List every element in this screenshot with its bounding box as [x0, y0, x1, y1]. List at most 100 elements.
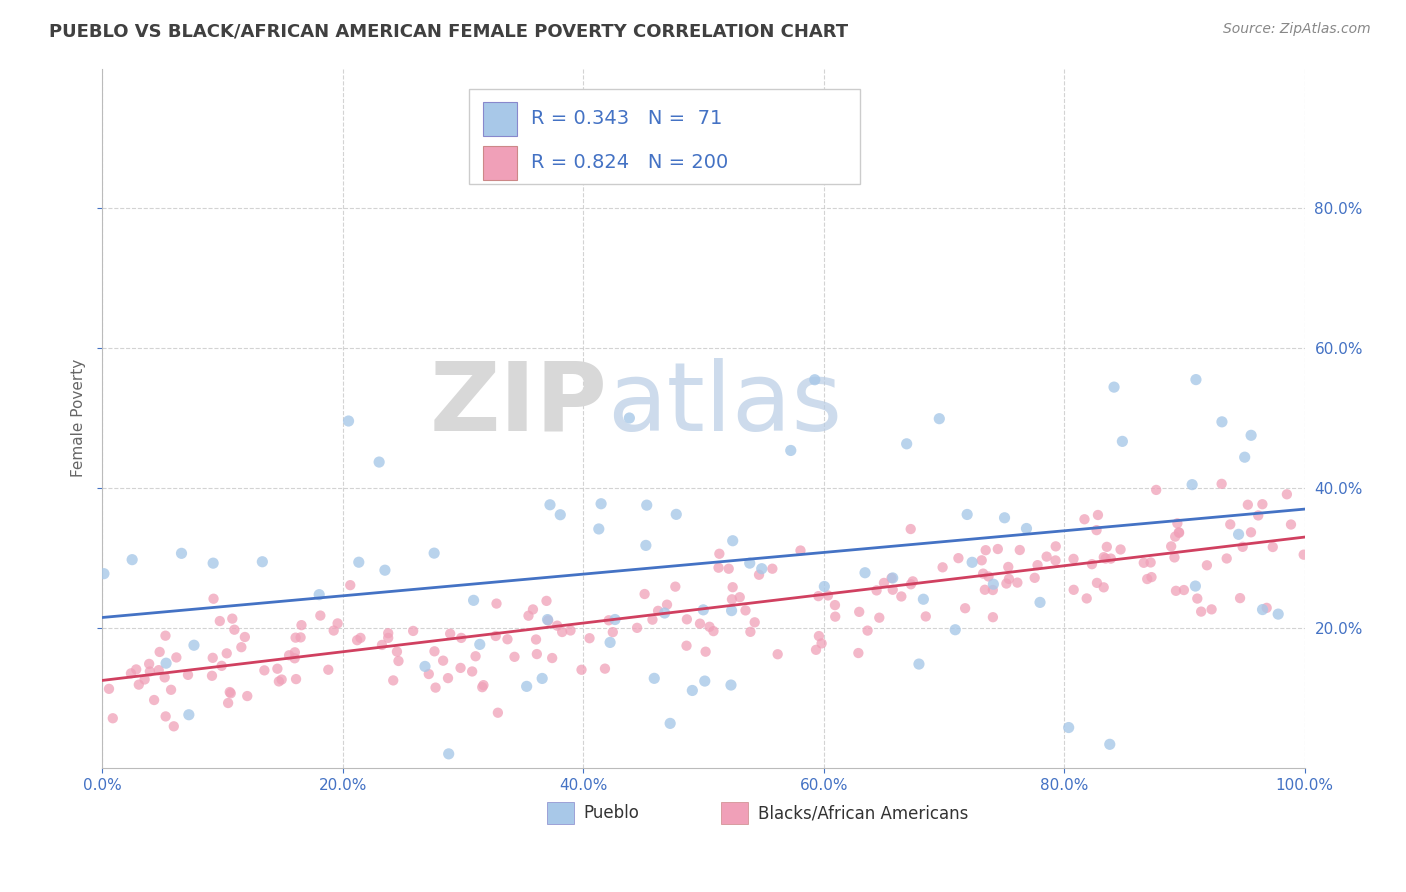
Point — [1111, 434, 1133, 449]
Point — [1166, 516, 1188, 531]
Point — [848, 646, 870, 660]
Point — [817, 589, 839, 603]
Point — [1240, 428, 1263, 442]
Point — [516, 679, 538, 693]
Point — [217, 696, 239, 710]
Point — [665, 508, 688, 522]
Point — [1045, 553, 1067, 567]
Point — [882, 582, 904, 597]
Point — [163, 719, 186, 733]
FancyBboxPatch shape — [721, 802, 748, 824]
Point — [953, 601, 976, 615]
Point — [290, 618, 312, 632]
Point — [1185, 373, 1208, 387]
Point — [1057, 721, 1080, 735]
Point — [868, 610, 890, 624]
Point — [1164, 530, 1187, 544]
Point — [1219, 517, 1241, 532]
Point — [1063, 582, 1085, 597]
Point — [183, 638, 205, 652]
Point — [1215, 551, 1237, 566]
Point — [803, 373, 825, 387]
Point — [1045, 540, 1067, 554]
Point — [148, 663, 170, 677]
Point — [1026, 558, 1049, 573]
Point — [546, 618, 568, 632]
Point — [890, 590, 912, 604]
Point — [1085, 523, 1108, 537]
Point — [734, 603, 756, 617]
Y-axis label: Female Poverty: Female Poverty — [72, 359, 86, 477]
Point — [326, 616, 349, 631]
Point — [692, 603, 714, 617]
Point — [464, 649, 486, 664]
Point — [721, 580, 744, 594]
Point — [641, 613, 664, 627]
Point — [1163, 550, 1185, 565]
Point — [655, 598, 678, 612]
Text: ZIP: ZIP — [429, 358, 607, 450]
Point — [689, 616, 711, 631]
Point — [1187, 591, 1209, 606]
Point — [374, 563, 396, 577]
Point — [873, 575, 896, 590]
Text: Blacks/African Americans: Blacks/African Americans — [758, 805, 967, 822]
Point — [1233, 450, 1256, 465]
Point — [1099, 551, 1122, 566]
Point — [977, 569, 1000, 583]
Point — [1076, 591, 1098, 606]
Point — [538, 498, 561, 512]
Point — [224, 623, 246, 637]
Point — [1211, 476, 1233, 491]
Point — [1184, 579, 1206, 593]
Point — [908, 657, 931, 671]
Point — [720, 678, 742, 692]
Point — [571, 663, 593, 677]
Point — [496, 632, 519, 647]
Point — [1144, 483, 1167, 497]
Point — [987, 541, 1010, 556]
Point — [1240, 525, 1263, 540]
Point — [202, 591, 225, 606]
Point — [211, 658, 233, 673]
Point — [387, 654, 409, 668]
Point — [591, 497, 613, 511]
Point — [948, 551, 970, 566]
Point — [1085, 575, 1108, 590]
Point — [993, 510, 1015, 524]
Point — [681, 683, 703, 698]
Point — [218, 685, 240, 699]
Point — [634, 538, 657, 552]
Point — [1098, 737, 1121, 751]
Point — [485, 629, 508, 643]
Point — [425, 681, 447, 695]
Point — [931, 560, 953, 574]
Point — [101, 711, 124, 725]
Point — [1292, 548, 1315, 562]
Point — [1087, 508, 1109, 522]
Point — [702, 624, 724, 639]
Point — [1035, 549, 1057, 564]
Point — [1201, 602, 1223, 616]
Point — [155, 656, 177, 670]
Point — [676, 612, 699, 626]
Point — [486, 706, 509, 720]
Point — [744, 615, 766, 630]
Point — [160, 682, 183, 697]
Point — [1279, 517, 1302, 532]
Point — [368, 455, 391, 469]
Point — [537, 614, 560, 628]
Point — [551, 625, 574, 640]
Point — [972, 566, 994, 581]
Point — [155, 629, 177, 643]
Point — [177, 668, 200, 682]
Text: Source: ZipAtlas.com: Source: ZipAtlas.com — [1223, 22, 1371, 37]
Point — [143, 693, 166, 707]
Point — [177, 707, 200, 722]
Point — [468, 637, 491, 651]
Point — [619, 411, 641, 425]
Point — [215, 646, 238, 660]
Point — [914, 609, 936, 624]
Point — [1132, 556, 1154, 570]
Point — [536, 613, 558, 627]
